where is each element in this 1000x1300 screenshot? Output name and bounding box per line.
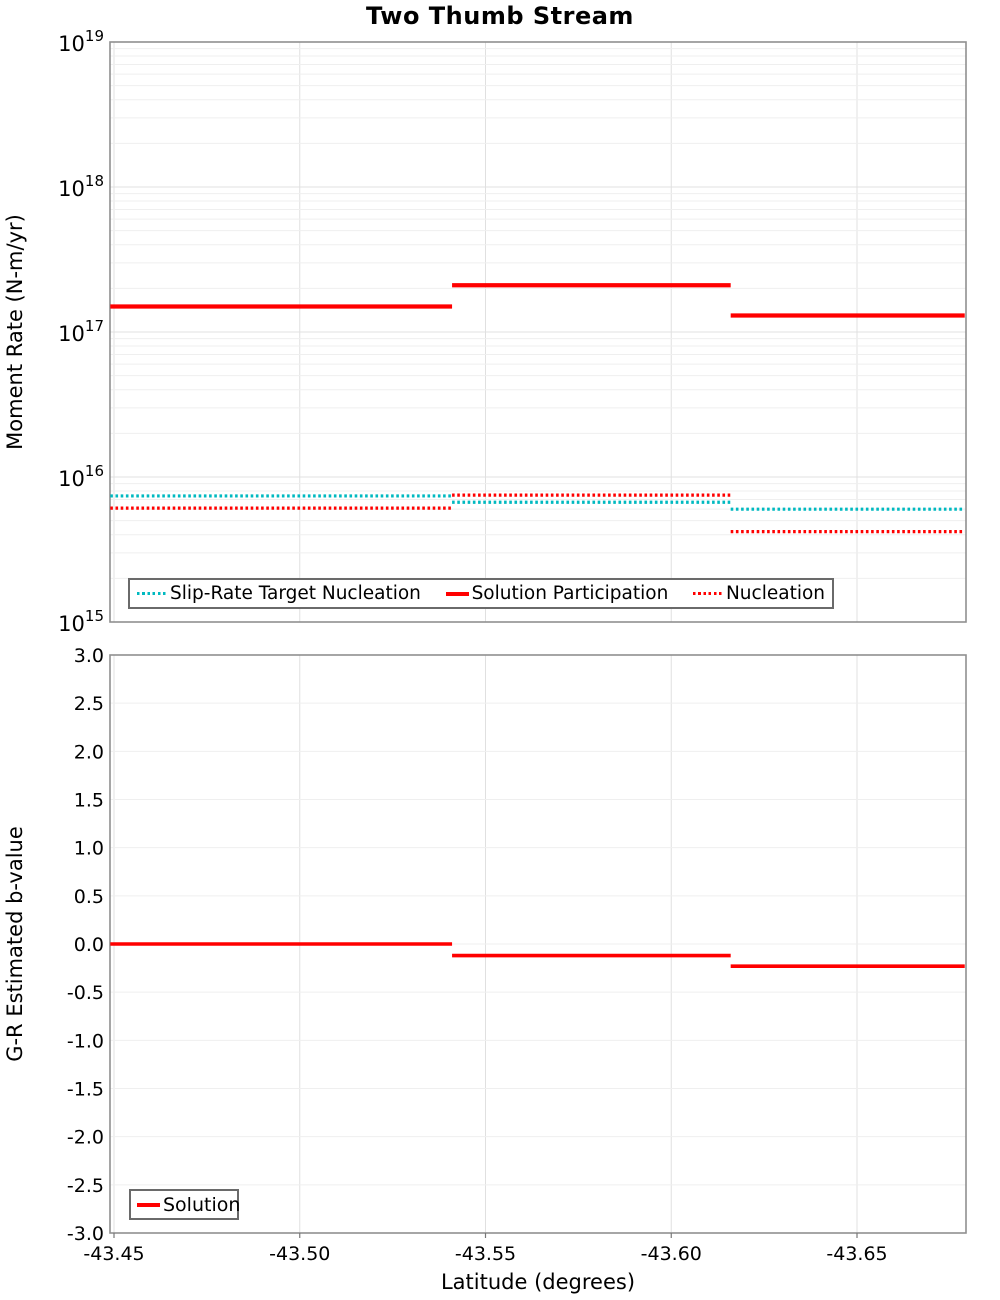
bottom-y-tick-label: -3.0 (67, 1223, 104, 1245)
bottom-panel-gridlines (110, 655, 966, 1233)
bottom-y-tick-label: -2.5 (67, 1175, 104, 1197)
red-dotted-line-swatch-icon (692, 591, 723, 596)
chart-title: Two Thumb Stream (366, 2, 634, 30)
top-y-axis-label: Moment Rate (N-m/yr) (3, 214, 27, 450)
x-tick-label: -43.45 (83, 1243, 144, 1265)
top-y-tick-label: 1015 (58, 607, 104, 636)
bottom-panel-series (110, 942, 965, 968)
bottom-y-tick-label: -1.0 (67, 1030, 104, 1052)
red-solid-line-swatch-icon (445, 591, 469, 596)
bottom-panel-legend: Solution (129, 1189, 240, 1220)
bottom-y-tick-label: 2.5 (74, 693, 104, 715)
legend-item-slip-rate-target-nucleation: Slip-Rate Target Nucleation (137, 583, 421, 604)
bottom-y-tick-label: 0.0 (74, 934, 104, 956)
top-y-tick-label: 1018 (58, 172, 104, 201)
legend-label: Solution Participation (471, 583, 669, 604)
top-panel-gridlines (110, 42, 966, 622)
legend-label: Nucleation (725, 583, 825, 604)
teal-dotted-line-swatch-icon (137, 591, 167, 596)
x-tick-label: -43.65 (826, 1243, 887, 1265)
bottom-y-tick-label: -1.5 (67, 1079, 104, 1101)
legend-item-nucleation: Nucleation (692, 583, 825, 604)
bottom-panel-border (109, 654, 967, 1234)
x-tick-label: -43.50 (269, 1243, 330, 1265)
top-y-tick-label: 1017 (58, 317, 104, 346)
red-solid-line-swatch-icon (137, 1202, 160, 1207)
legend-item-solution-participation: Solution Participation (445, 583, 669, 604)
bottom-y-tick-label: 2.0 (74, 741, 104, 763)
bottom-y-tick-label: -2.0 (67, 1127, 104, 1149)
top-y-tick-label: 1016 (58, 462, 104, 491)
panel-borders (109, 41, 967, 1234)
legend-label: Slip-Rate Target Nucleation (170, 583, 421, 604)
bottom-y-tick-label: -0.5 (67, 982, 104, 1004)
top-y-tick-label: 1019 (58, 27, 104, 56)
legend-item-solution: Solution (137, 1194, 240, 1216)
legend-label: Solution (163, 1193, 241, 1216)
top-panel-border (109, 41, 967, 623)
bottom-y-tick-label: 0.5 (74, 886, 104, 908)
x-tick-label: -43.60 (641, 1243, 702, 1265)
axis-ticks (113, 1233, 858, 1238)
bottom-y-tick-label: 1.0 (74, 838, 104, 860)
bottom-y-axis-label: G-R Estimated b-value (3, 826, 27, 1062)
top-panel-series (110, 283, 965, 534)
axis-tick-labels: 1019 1018 1017 1016 1015 3.0 2.5 2.0 1.5 1.0 0.5 0.… (58, 27, 887, 1265)
top-panel-legend: Slip-Rate Target Nucleation Solution Par… (128, 578, 834, 609)
x-tick-label: -43.55 (455, 1243, 516, 1265)
bottom-y-tick-label: 3.0 (74, 645, 104, 667)
bottom-y-tick-label: 1.5 (74, 790, 104, 812)
x-axis-label: Latitude (degrees) (441, 1270, 635, 1294)
